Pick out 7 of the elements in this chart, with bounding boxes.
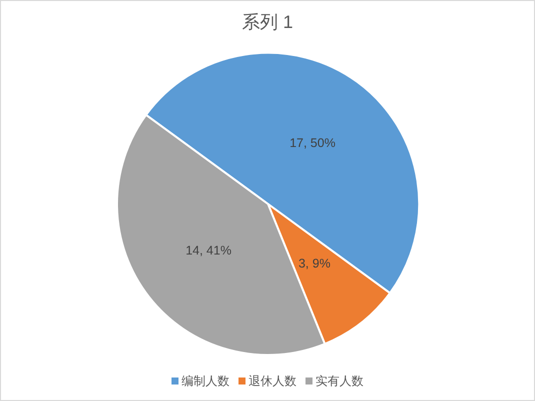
chart-title: 系列 1 bbox=[242, 12, 294, 32]
data-label: 3, 9% bbox=[298, 256, 330, 271]
legend-label: 实有人数 bbox=[316, 374, 364, 388]
legend-label: 退休人数 bbox=[248, 374, 296, 388]
data-label: 17, 50% bbox=[290, 136, 336, 150]
data-label: 14, 41% bbox=[186, 243, 232, 258]
legend-label: 编制人数 bbox=[182, 374, 230, 388]
